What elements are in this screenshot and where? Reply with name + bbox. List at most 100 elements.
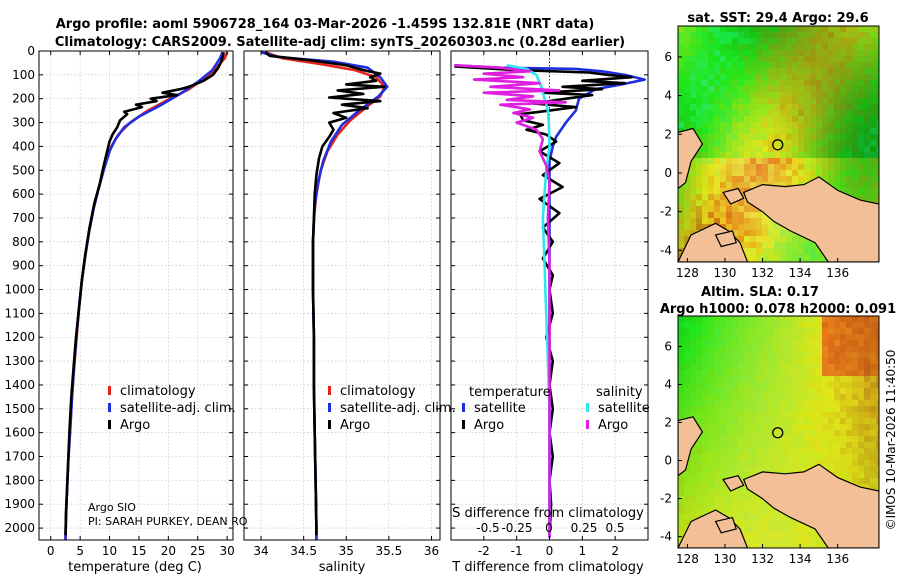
map-cell: [774, 80, 781, 87]
map-cell: [864, 484, 871, 491]
map-cell: [804, 128, 811, 135]
map-cell: [798, 56, 805, 63]
map-cell: [822, 44, 829, 51]
map-cell: [786, 74, 793, 81]
map-cell: [798, 352, 805, 359]
map-cell: [756, 218, 763, 225]
map-cell: [804, 394, 811, 401]
map-cell: [720, 170, 727, 177]
map-cell: [840, 38, 847, 45]
map-cell: [696, 358, 703, 365]
map-cell: [702, 26, 709, 33]
map-cell: [828, 406, 835, 413]
map-cell: [702, 328, 709, 335]
map-cell: [780, 538, 787, 545]
map-cell: [750, 146, 757, 153]
map-cell: [744, 62, 751, 69]
map-cell: [834, 140, 841, 147]
map-cell: [798, 328, 805, 335]
map-cell: [786, 346, 793, 353]
map-cell: [720, 44, 727, 51]
map-cell: [696, 26, 703, 33]
map-cell: [696, 50, 703, 57]
map-cell: [804, 328, 811, 335]
map-cell: [870, 364, 877, 371]
map-cell: [756, 502, 763, 509]
map-cell: [726, 388, 733, 395]
map-cell: [870, 110, 877, 117]
map-cell: [780, 116, 787, 123]
map-cell: [756, 370, 763, 377]
map-cell: [864, 128, 871, 135]
map-cell: [732, 158, 739, 165]
map-cell: [768, 514, 775, 521]
map-cell: [768, 346, 775, 353]
map-cell: [864, 110, 871, 117]
map-ytick-label: 6: [664, 50, 672, 64]
map-cell: [786, 424, 793, 431]
map-cell: [852, 346, 859, 353]
map-cell: [870, 188, 877, 195]
map-cell: [678, 212, 685, 219]
map-cell: [708, 358, 715, 365]
map-cell: [702, 502, 709, 509]
map-cell: [744, 242, 751, 249]
map-cell: [876, 316, 879, 323]
legend-label: satellite: [474, 401, 526, 416]
map-cell: [744, 532, 751, 539]
map-cell: [768, 436, 775, 443]
map-cell: [756, 146, 763, 153]
map-cell: [696, 418, 703, 425]
legend-label: Argo: [340, 418, 370, 433]
ytick-label: 700: [12, 211, 35, 225]
map-cell: [858, 158, 865, 165]
land-mass: [722, 475, 745, 492]
map-cell: [762, 532, 769, 539]
map-cell: [822, 26, 829, 33]
map-cell: [786, 50, 793, 57]
xtick-label: 20: [161, 544, 176, 558]
map-cell: [846, 340, 853, 347]
map-cell: [714, 358, 721, 365]
map-cell: [678, 406, 685, 413]
map-cell: [804, 62, 811, 69]
map-cell: [876, 50, 879, 57]
map-cell: [762, 538, 769, 545]
map-cell: [786, 248, 793, 255]
map-cell: [774, 110, 781, 117]
map-cell: [822, 376, 829, 383]
map-cell: [690, 44, 697, 51]
map-cell: [822, 406, 829, 413]
map-cell: [846, 424, 853, 431]
map-cell: [828, 340, 835, 347]
map-cell: [768, 230, 775, 237]
map-cell: [678, 194, 685, 201]
map-cell: [858, 44, 865, 51]
map-cell: [864, 158, 871, 165]
map-cell: [864, 382, 871, 389]
ytick-label: 2000: [4, 521, 35, 535]
map-cell: [810, 164, 817, 171]
map-ytick-label: 6: [664, 339, 672, 353]
map-cell: [876, 430, 879, 437]
map-cell: [714, 122, 721, 129]
map-cell: [714, 364, 721, 371]
map-cell: [864, 86, 871, 93]
map-field: [678, 26, 879, 262]
map-cell: [834, 376, 841, 383]
map-cell: [798, 254, 805, 261]
map-cell: [708, 388, 715, 395]
map-cell: [750, 110, 757, 117]
map-cell: [858, 448, 865, 455]
map-cell: [684, 236, 691, 243]
map-cell: [816, 62, 823, 69]
map-cell: [822, 394, 829, 401]
map-cell: [858, 122, 865, 129]
map-cell: [690, 412, 697, 419]
map-cell: [726, 140, 733, 147]
map-cell: [876, 322, 879, 329]
map-cell: [840, 32, 847, 39]
map-cell: [858, 80, 865, 87]
map-cell: [732, 224, 739, 231]
map-cell: [756, 50, 763, 57]
